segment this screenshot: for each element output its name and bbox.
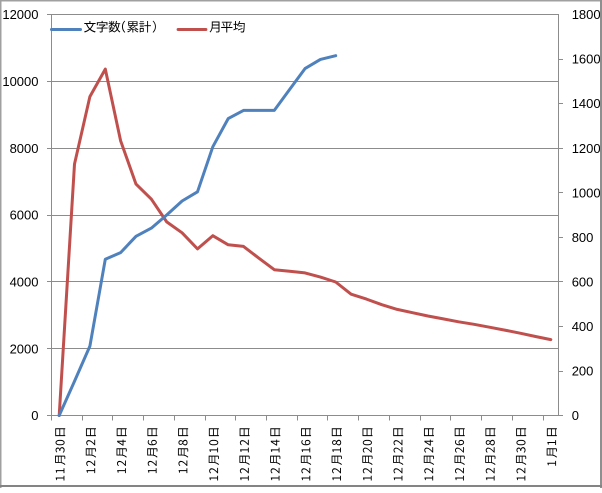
svg-text:400: 400 <box>572 319 594 334</box>
svg-text:0: 0 <box>572 408 579 423</box>
svg-text:2000: 2000 <box>10 341 39 356</box>
svg-text:1200: 1200 <box>572 141 601 156</box>
svg-text:4000: 4000 <box>10 274 39 289</box>
svg-text:800: 800 <box>572 230 594 245</box>
svg-text:8000: 8000 <box>10 141 39 156</box>
svg-text:200: 200 <box>572 364 594 379</box>
svg-text:1600: 1600 <box>572 52 601 67</box>
svg-text:10000: 10000 <box>2 74 38 89</box>
svg-text:1800: 1800 <box>572 7 601 22</box>
svg-text:0: 0 <box>31 408 38 423</box>
svg-text:6000: 6000 <box>10 208 39 223</box>
svg-text:1000: 1000 <box>572 185 601 200</box>
svg-text:12000: 12000 <box>2 7 38 22</box>
svg-text:600: 600 <box>572 274 594 289</box>
svg-text:1400: 1400 <box>572 96 601 111</box>
